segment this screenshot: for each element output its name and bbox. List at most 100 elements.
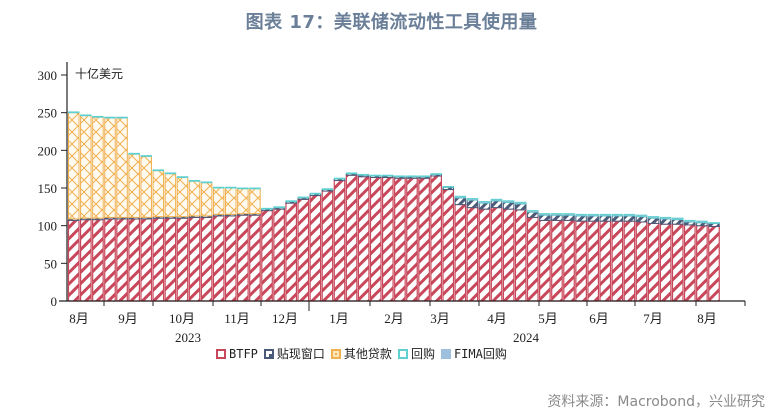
bar-segment bbox=[128, 218, 140, 302]
bar-stack bbox=[647, 216, 660, 302]
bar-segment bbox=[527, 211, 539, 218]
bar-segment bbox=[152, 170, 165, 218]
bar-segment bbox=[261, 210, 273, 302]
bar-segment bbox=[92, 115, 104, 118]
y-tick-label: 150 bbox=[38, 181, 58, 196]
legend-label: BTFP bbox=[229, 346, 258, 361]
bar-stack bbox=[708, 222, 720, 302]
bar-segment bbox=[635, 221, 648, 302]
bar-stack bbox=[140, 155, 153, 302]
bar-stack bbox=[309, 192, 322, 302]
bar-stack bbox=[92, 115, 104, 302]
bar-segment bbox=[659, 223, 672, 302]
bar-segment bbox=[490, 206, 503, 302]
x-tick-label: 11月 bbox=[224, 311, 250, 326]
bar-stack bbox=[128, 152, 140, 302]
y-tick-label: 50 bbox=[44, 256, 57, 271]
bar-segment bbox=[683, 224, 696, 302]
bar-segment bbox=[671, 223, 684, 302]
bar-segment bbox=[502, 200, 515, 203]
legend-item-discount-window[interactable]: 贴现窗口 bbox=[263, 345, 325, 362]
bar-segment bbox=[490, 198, 503, 202]
x-tick-label: 10月 bbox=[169, 311, 195, 326]
bar-stack bbox=[683, 219, 696, 302]
x-tick-label: 8月 bbox=[697, 311, 717, 326]
bar-segment bbox=[116, 116, 128, 119]
bar-segment bbox=[357, 173, 370, 176]
bar-segment bbox=[188, 179, 201, 182]
bar-segment bbox=[152, 217, 165, 302]
bar-segment bbox=[478, 201, 491, 204]
bar-segment bbox=[708, 222, 720, 224]
bar-segment bbox=[116, 218, 128, 302]
bar-segment bbox=[176, 217, 189, 302]
bar-stack bbox=[514, 201, 527, 302]
bar-stack bbox=[116, 116, 128, 302]
legend-item-other-loans[interactable]: 其他贷款 bbox=[330, 345, 392, 362]
bar-stack bbox=[273, 206, 285, 302]
bar-segment bbox=[67, 219, 80, 302]
bar-stack bbox=[345, 172, 358, 302]
bar-segment bbox=[599, 220, 612, 302]
legend-item-fima-repo[interactable]: FIMA回购 bbox=[440, 345, 507, 362]
bar-stack bbox=[188, 179, 201, 302]
y-tick-label: 200 bbox=[38, 143, 58, 158]
bar-segment bbox=[406, 177, 418, 302]
bar-segment bbox=[587, 215, 599, 222]
bar-segment bbox=[68, 112, 80, 220]
bar-segment bbox=[647, 217, 660, 224]
bar-segment bbox=[478, 202, 491, 210]
legend-item-repo[interactable]: 回购 bbox=[397, 345, 435, 362]
bar-stack bbox=[671, 217, 684, 302]
bar-segment bbox=[418, 177, 430, 302]
bar-stack bbox=[406, 175, 418, 302]
btfp-swatch-icon bbox=[216, 348, 226, 359]
bar-segment bbox=[599, 213, 612, 217]
bar-segment bbox=[140, 218, 153, 302]
bar-stack bbox=[490, 198, 503, 302]
bar-segment bbox=[140, 155, 152, 157]
y-tick-label: 300 bbox=[38, 68, 58, 83]
bar-segment bbox=[297, 196, 310, 199]
bar-segment bbox=[68, 111, 80, 114]
x-tick-label: 3月 bbox=[430, 311, 450, 326]
legend-label: 贴现窗口 bbox=[276, 347, 325, 361]
bar-stack bbox=[381, 174, 394, 302]
bar-segment bbox=[647, 222, 660, 302]
bar-stack bbox=[418, 175, 430, 302]
bar-segment bbox=[708, 225, 720, 302]
bars-group bbox=[67, 111, 720, 302]
bar-segment bbox=[659, 216, 672, 220]
legend-label: 其他贷款 bbox=[343, 347, 392, 361]
bar-segment bbox=[466, 198, 479, 201]
bar-segment bbox=[587, 213, 599, 217]
bar-segment bbox=[442, 188, 455, 302]
y-tick-label: 0 bbox=[51, 294, 58, 309]
bar-segment bbox=[80, 114, 92, 117]
bar-segment bbox=[575, 215, 587, 222]
bar-segment bbox=[212, 186, 225, 189]
bar-segment bbox=[623, 215, 636, 222]
bar-stack bbox=[539, 213, 551, 302]
bar-segment bbox=[478, 208, 491, 302]
x-tick-label: 6月 bbox=[589, 311, 609, 326]
bar-segment bbox=[551, 214, 563, 221]
bar-segment bbox=[611, 215, 624, 222]
bar-segment bbox=[237, 188, 249, 215]
bar-segment bbox=[321, 190, 334, 302]
bar-segment bbox=[200, 182, 213, 217]
bar-segment bbox=[442, 185, 454, 188]
bar-stack bbox=[249, 187, 261, 302]
x-year-label: 2023 bbox=[175, 330, 201, 345]
legend-item-btfp[interactable]: BTFP bbox=[216, 347, 258, 361]
bar-stack bbox=[321, 188, 334, 302]
bar-stack bbox=[696, 220, 708, 302]
bar-segment bbox=[92, 116, 104, 219]
bar-segment bbox=[575, 220, 587, 302]
bar-segment bbox=[647, 216, 660, 219]
bar-segment bbox=[140, 155, 152, 218]
legend: BTFP 贴现窗口 其他贷款 回购 FIMA回购 bbox=[216, 345, 513, 362]
bar-segment bbox=[623, 220, 636, 302]
bar-stack bbox=[454, 195, 467, 302]
